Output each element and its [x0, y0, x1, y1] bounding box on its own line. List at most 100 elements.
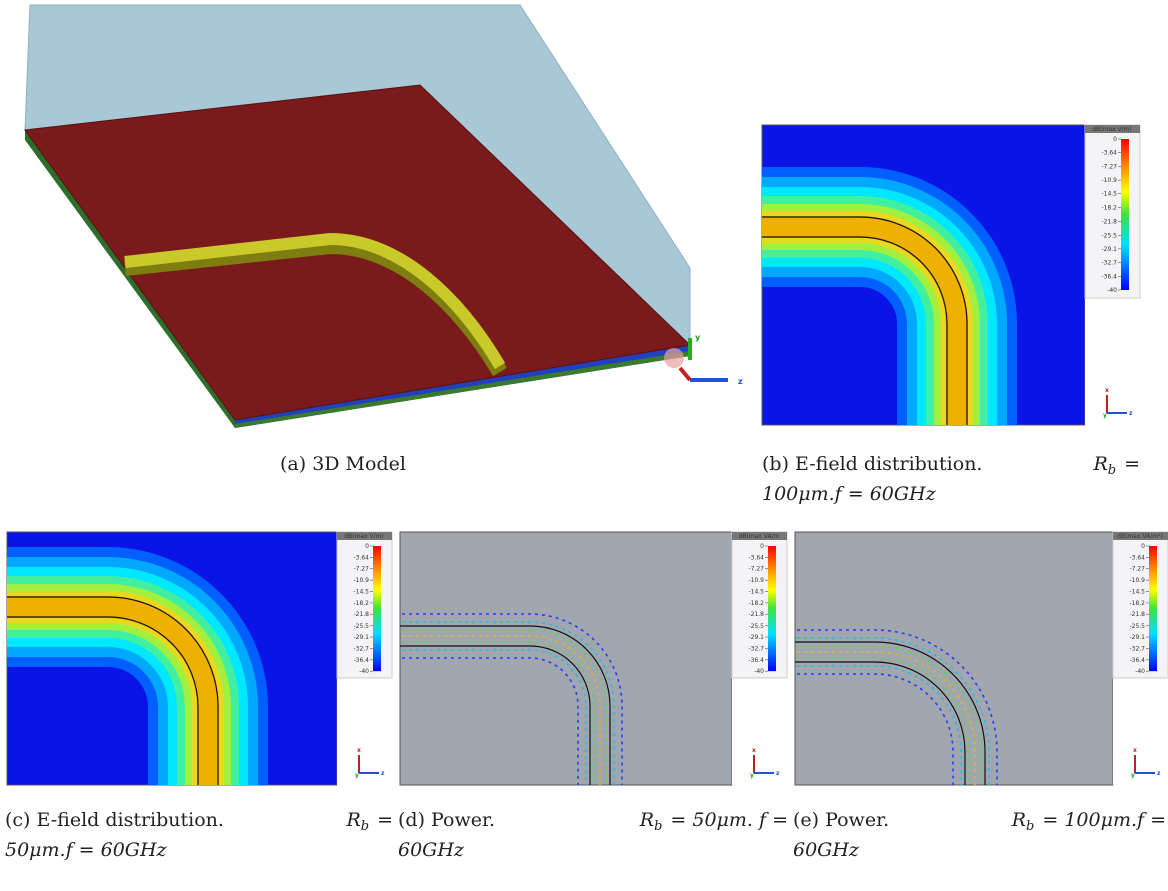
- caption-math: 100μm.f = 60GHz: [762, 483, 937, 505]
- axis-label: x: [1133, 747, 1137, 754]
- x-axis-arrow: [680, 368, 690, 380]
- axis-label: x: [752, 747, 756, 754]
- colorbar-label: -3.64: [1129, 554, 1145, 561]
- caption-math: Rb = 50μm. f =: [639, 809, 788, 834]
- colorbar-label: -32.7: [353, 645, 369, 652]
- caption-math: Rb =: [345, 809, 393, 834]
- math-text: = 100μm.f =: [1042, 809, 1166, 831]
- colorbar-label: -21.8: [353, 611, 369, 618]
- figure: y z (a) 3D Model dB(max V/m) 0 -3.64 -7.27 -…: [0, 0, 1168, 891]
- axis-label: z: [1129, 410, 1133, 417]
- math-subscript: b: [654, 819, 662, 834]
- colorbar-label: -29.1: [748, 634, 764, 641]
- colorbar-label: -10.9: [748, 577, 764, 584]
- colorbar-label: 0: [365, 543, 369, 550]
- colorbar-label: -40: [1135, 668, 1145, 675]
- axis-label: x: [1105, 387, 1109, 394]
- axis-label: y: [750, 772, 754, 779]
- colorbar-unit: dB(max VA/m: [739, 533, 780, 540]
- axis-label: x: [357, 747, 361, 754]
- caption: (b) E-field distribution.: [762, 453, 982, 475]
- colorbar-label: -3.64: [748, 554, 764, 561]
- caption-math: 60GHz: [793, 839, 860, 861]
- colorbar-label: -7.27: [748, 566, 764, 573]
- math-text: = 50μm. f =: [670, 809, 788, 831]
- math-subscript: b: [361, 819, 369, 834]
- panel-3d-model: y z (a) 3D Model: [25, 5, 743, 475]
- math-symbol: R: [1092, 453, 1107, 475]
- math-subscript: b: [1108, 463, 1116, 478]
- math-symbol: R: [1011, 809, 1026, 831]
- colorbar-label: 0: [760, 543, 764, 550]
- caption: (e) Power.: [793, 809, 889, 831]
- axis-label: y: [1131, 772, 1135, 779]
- math-symbol: R: [639, 809, 654, 831]
- colorbar-label: -21.8: [1129, 611, 1145, 618]
- colorbar-label: -14.5: [1101, 191, 1117, 198]
- axis-label: z: [776, 770, 780, 777]
- colorbar-label: -18.2: [353, 600, 369, 607]
- colorbar: [1121, 139, 1129, 290]
- colorbar-label: -32.7: [1101, 259, 1117, 266]
- colorbar-label: -14.5: [353, 588, 369, 595]
- colorbar-label: -18.2: [1101, 205, 1117, 212]
- axis-label: z: [381, 770, 385, 777]
- colorbar-label: -36.4: [1101, 273, 1117, 280]
- axis-label: z: [1157, 770, 1161, 777]
- colorbar-label: -40: [754, 668, 764, 675]
- colorbar: [1149, 546, 1157, 671]
- math-text: =: [1124, 453, 1140, 475]
- colorbar-label: -32.7: [748, 645, 764, 652]
- field-panel: dB(max V/m) 0 -3.64 -7.27 -10.9 -14.5 -18.2 -21…: [757, 125, 1140, 430]
- axis-label: y: [695, 333, 701, 342]
- colorbar-label: -10.9: [353, 577, 369, 584]
- math-subscript: b: [1026, 819, 1034, 834]
- colorbar-label: -25.5: [748, 623, 764, 630]
- math-symbol: R: [345, 809, 360, 831]
- colorbar-label: -36.4: [1129, 657, 1145, 664]
- caption-math: Rb = 100μm.f =: [1011, 809, 1166, 834]
- colorbar-label: -25.5: [1129, 623, 1145, 630]
- colorbar-label: -21.8: [748, 611, 764, 618]
- colorbar-label: -25.5: [1101, 232, 1117, 239]
- colorbar-label: -29.1: [353, 634, 369, 641]
- caption: (c) E-field distribution.: [5, 809, 224, 831]
- colorbar-label: -10.9: [1129, 577, 1145, 584]
- field-panel: dB(max VA/m 0 -3.64 -7.27 -10.9 -14.5 -18.2 -21…: [395, 532, 787, 790]
- colorbar: [373, 546, 381, 671]
- axis-label: z: [738, 377, 743, 386]
- colorbar-label: -40: [359, 668, 369, 675]
- colorbar-label: -36.4: [748, 657, 764, 664]
- colorbar-label: -25.5: [353, 623, 369, 630]
- caption-math: Rb =: [1092, 453, 1140, 478]
- colorbar: [768, 546, 776, 671]
- colorbar-label: -14.5: [1129, 588, 1145, 595]
- colorbar-label: -29.1: [1101, 246, 1117, 253]
- colorbar-unit: dB(max V/m): [344, 533, 384, 540]
- colorbar-label: -10.9: [1101, 177, 1117, 184]
- colorbar-label: -18.2: [748, 600, 764, 607]
- field-panel: dB(max VA/m²)0-3.64-7.27-10.9-14.5-18.2-…: [790, 532, 1168, 790]
- caption: (d) Power.: [398, 809, 495, 831]
- colorbar-label: -32.7: [1129, 645, 1145, 652]
- colorbar-label: -7.27: [353, 566, 369, 573]
- caption-math: 60GHz: [398, 839, 465, 861]
- colorbar-label: -18.2: [1129, 600, 1145, 607]
- colorbar-label: -29.1: [1129, 634, 1145, 641]
- colorbar-label: 0: [1113, 136, 1117, 143]
- colorbar-label: -7.27: [1101, 163, 1117, 170]
- colorbar-label: -36.4: [353, 657, 369, 664]
- colorbar-label: -21.8: [1101, 218, 1117, 225]
- colorbar-label: -3.64: [1101, 150, 1117, 157]
- colorbar-unit: dB(max VA/m²): [1117, 533, 1163, 540]
- caption-math: 50μm.f = 60GHz: [5, 839, 168, 861]
- colorbar-label: -7.27: [1129, 566, 1145, 573]
- colorbar-label: -14.5: [748, 588, 764, 595]
- colorbar-label: -3.64: [353, 554, 369, 561]
- colorbar-label: -40: [1107, 287, 1117, 294]
- axis-label: y: [1103, 412, 1107, 419]
- axis-label: y: [355, 772, 359, 779]
- field-panel: dB(max V/m) 0 -3.64 -7.27 -10.9 -14.5 -18.2 -21…: [2, 532, 392, 790]
- math-text: =: [377, 809, 393, 831]
- colorbar-unit: dB(max V/m): [1092, 126, 1132, 133]
